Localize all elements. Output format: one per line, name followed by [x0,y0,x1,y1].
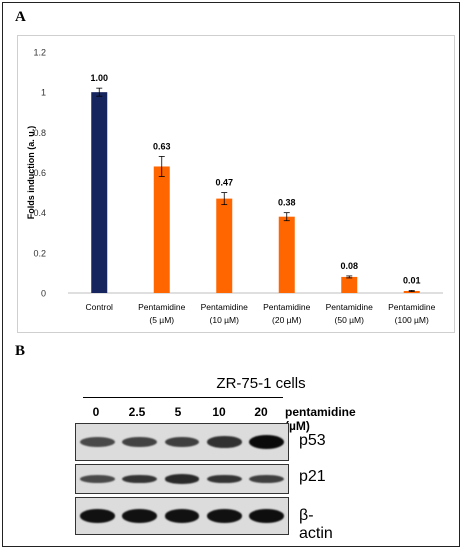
bar [153,166,170,293]
bar [91,92,108,293]
cell-line-label: ZR-75-1 cells [216,375,306,392]
blot-band [122,509,157,523]
x-category-label: Pentamidine [201,302,249,312]
bar [341,276,358,293]
x-category-label: Pentamidine [388,302,436,312]
y-tick-label: 0 [41,289,46,299]
x-category-label: (10 µM) [210,315,240,325]
y-tick-label: 0.2 [33,248,46,258]
lane-label: 5 [174,405,182,419]
bar-chart: 0 0.2 0.4 0.6 0.8 1 1.2 Folds induction (a. u.)… [26,48,443,325]
x-category-label: (100 µM) [395,315,429,325]
data-label: 0.47 [215,178,233,188]
lane-label: 2.5 [128,405,146,419]
treatment-label: pentamidine (µM) [285,405,356,433]
y-tick-label: 0.8 [33,128,46,138]
blot-band [249,474,285,484]
blot-band [207,474,242,484]
protein-label-p53: p53 [299,432,326,449]
blot-band [207,509,242,523]
blot-band [164,474,200,484]
blot-strip-beta-actin [75,497,289,535]
lane-label: 20 [254,405,268,419]
blot-band [249,509,285,523]
x-category-label: (5 µM) [149,315,174,325]
blot-band [79,436,115,448]
lane-label: 10 [212,405,226,419]
bar [403,290,420,293]
blot-band [164,436,200,448]
y-tick-label: 1.2 [33,48,46,58]
x-category-label: (20 µM) [272,315,302,325]
data-label: 0.63 [153,141,171,151]
panel-a-label: A [15,9,26,25]
x-category-label: Pentamidine [138,302,186,312]
y-tick-label: 0.4 [33,208,46,218]
blot-band [79,509,115,523]
x-category-label: Control [86,302,114,312]
y-tick-label: 0.6 [33,168,46,178]
bar [216,198,233,293]
data-label: 0.38 [278,198,296,208]
x-category-label: (50 µM) [335,315,365,325]
blot-strip-p53 [75,423,289,461]
blot-strip-p21 [75,464,289,494]
lane-label: 0 [92,405,100,419]
y-tick-label: 1 [41,88,46,98]
blot-band [207,436,242,448]
blot-band [164,509,200,523]
cell-line-underline [83,397,283,398]
protein-label-p21: p21 [299,468,326,485]
blot-band [249,435,285,449]
y-axis-label: Folds induction (a. u.) [26,126,36,220]
bar-chart-container: 0 0.2 0.4 0.6 0.8 1 1.2 Folds induction (a. u.)… [17,35,455,333]
bar [278,216,295,293]
blot-band [122,436,157,448]
protein-label-beta-actin: β-actin [299,507,333,542]
blot-band [122,474,157,484]
blot-band [79,475,115,483]
data-label: 1.00 [90,73,108,83]
x-category-label: Pentamidine [326,302,374,312]
panel-b-label: B [15,343,26,359]
data-label: 0.01 [403,275,421,285]
data-label: 0.08 [340,261,358,271]
x-category-label: Pentamidine [263,302,311,312]
